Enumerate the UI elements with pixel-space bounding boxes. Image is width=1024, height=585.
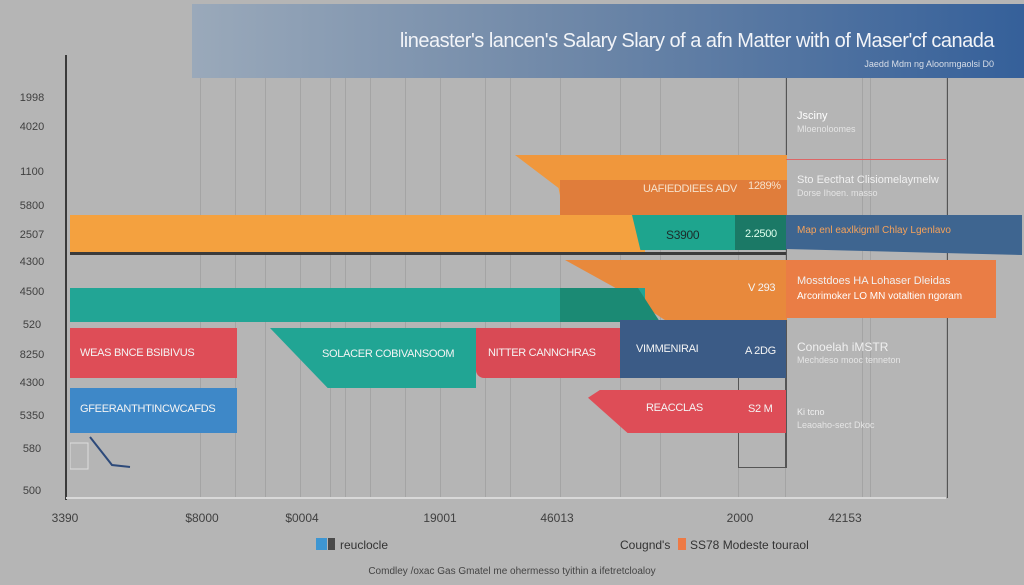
chart-subtitle: Jaedd Mdm ng Aloonmgaolsi D0	[864, 59, 994, 69]
y-tick-label: 4500	[19, 286, 45, 298]
bar-value: S3900	[666, 228, 700, 242]
legend-swatch-blue	[316, 538, 327, 550]
bar-value: 2.2500	[745, 228, 777, 240]
annotation-sub: Mloenoloomes	[797, 124, 856, 134]
annotation-title: Ki tcno	[797, 407, 825, 417]
bar-red-left	[70, 328, 237, 378]
annotation: Mosstdoes HA Lohaser Dleidas Arcorimoker …	[797, 273, 962, 305]
y-tick-label: 4020	[19, 121, 45, 133]
annotation-title: Jsciny	[797, 110, 828, 122]
title-banner: lineaster's lancen's Salary Slary of a a…	[192, 4, 1024, 78]
callout-blue	[786, 215, 1022, 255]
footer-note: Comdley /oxac Gas Gmatel me ohermesso ty…	[368, 566, 656, 577]
legend-swatch-dark	[328, 538, 335, 550]
annotation-sub: Dorse Ihoen. masso	[797, 188, 878, 198]
divider-line	[70, 252, 786, 255]
annotation-sub: Mechdeso mooc tenneton	[797, 355, 901, 365]
x-axis	[66, 497, 946, 499]
bar-teal-long	[70, 288, 645, 322]
annotation: Conoelah iMSTR Mechdeso mooc tenneton	[797, 341, 901, 367]
x-tick-label: $8000	[185, 511, 219, 525]
legend-label: SS78 Modeste touraol	[690, 538, 809, 552]
annotation-title: Mosstdoes HA Lohaser Dleidas	[797, 275, 951, 287]
bar-value: V 293	[748, 282, 776, 294]
bar-label: SOLACER COBIVANSOOM	[322, 348, 455, 360]
y-tick-label: 500	[22, 485, 42, 497]
y-tick-label: 520	[22, 319, 42, 331]
annotation-title: Sto Eecthat Clisiomelaymelw	[797, 174, 939, 186]
bar-label: UAFIEDDIEES ADV	[643, 183, 737, 195]
y-tick-label: 2507	[19, 229, 45, 241]
bar-label: GFEERANTHTINCWCAFDS	[80, 403, 216, 415]
legend-label: reuclocle	[340, 538, 389, 552]
y-tick-label: 1100	[20, 166, 44, 178]
callout-orange	[786, 260, 996, 318]
bar-teal-top	[632, 215, 737, 250]
annotation-sub: Leaoaho-sect Dkoc	[797, 420, 875, 430]
red-rule	[786, 159, 946, 160]
y-tick-label: 8250	[19, 349, 45, 361]
x-tick-label: 3390	[51, 511, 79, 525]
annotation: Sto Eecthat Clisiomelaymelw Dorse Ihoen. …	[797, 174, 939, 200]
bar-value: A 2DG	[745, 345, 776, 357]
bar-blue-left	[70, 388, 237, 433]
x-tick-label: 46013	[540, 511, 574, 525]
y-tick-label: 580	[22, 443, 42, 455]
y-tick-label: 4300	[19, 377, 45, 389]
x-tick-label: $0004	[285, 511, 319, 525]
arrow-mark	[70, 436, 131, 470]
bar-value: S2 M	[748, 403, 773, 415]
y-tick-label: 1998	[19, 92, 45, 104]
annotation-sub: Arcorimoker LO MN votaltien ngoram	[797, 291, 963, 302]
annotation-title: Conoelah iMSTR	[797, 340, 889, 354]
bar-label: WEAS BNCE BSIBIVUS	[80, 347, 195, 359]
bar-value: 1289%	[748, 180, 781, 192]
bar-red-right	[588, 390, 786, 433]
bar-label: REACCLAS	[646, 402, 703, 414]
bar-navy	[620, 320, 786, 378]
y-axis	[65, 55, 67, 500]
bar-orange-top-dark	[560, 180, 787, 215]
y-tick-label: 5800	[19, 200, 45, 212]
chart-title: lineaster's lancen's Salary Slary of a a…	[399, 30, 995, 52]
y-tick-label: 4300	[19, 256, 45, 268]
x-tick-label: 42153	[828, 511, 862, 525]
y-tick-label: 5350	[19, 410, 45, 422]
bar-red-mid	[476, 328, 622, 378]
x-tick-label: 2000	[726, 511, 754, 525]
bar-label: VIMMENIRAI	[636, 343, 699, 355]
annotation-title: Map enl eaxlkigmll Chlay Lgenlavo	[797, 225, 951, 236]
annotation: Map enl eaxlkigmll Chlay Lgenlavo	[797, 224, 951, 237]
x-tick-label: 19001	[423, 511, 457, 525]
bar-orange-long	[70, 215, 645, 252]
bar-teal-top-dark	[735, 215, 786, 250]
annotation: Ki tcno Leaoaho-sect Dkoc	[797, 406, 875, 432]
legend-swatch-orange	[678, 538, 686, 550]
annotation: Jsciny Mloenoloomes	[797, 110, 856, 136]
bar-label: NITTER CANNCHRAS	[488, 347, 596, 359]
legend-prefix: Cougnd's	[620, 538, 671, 552]
